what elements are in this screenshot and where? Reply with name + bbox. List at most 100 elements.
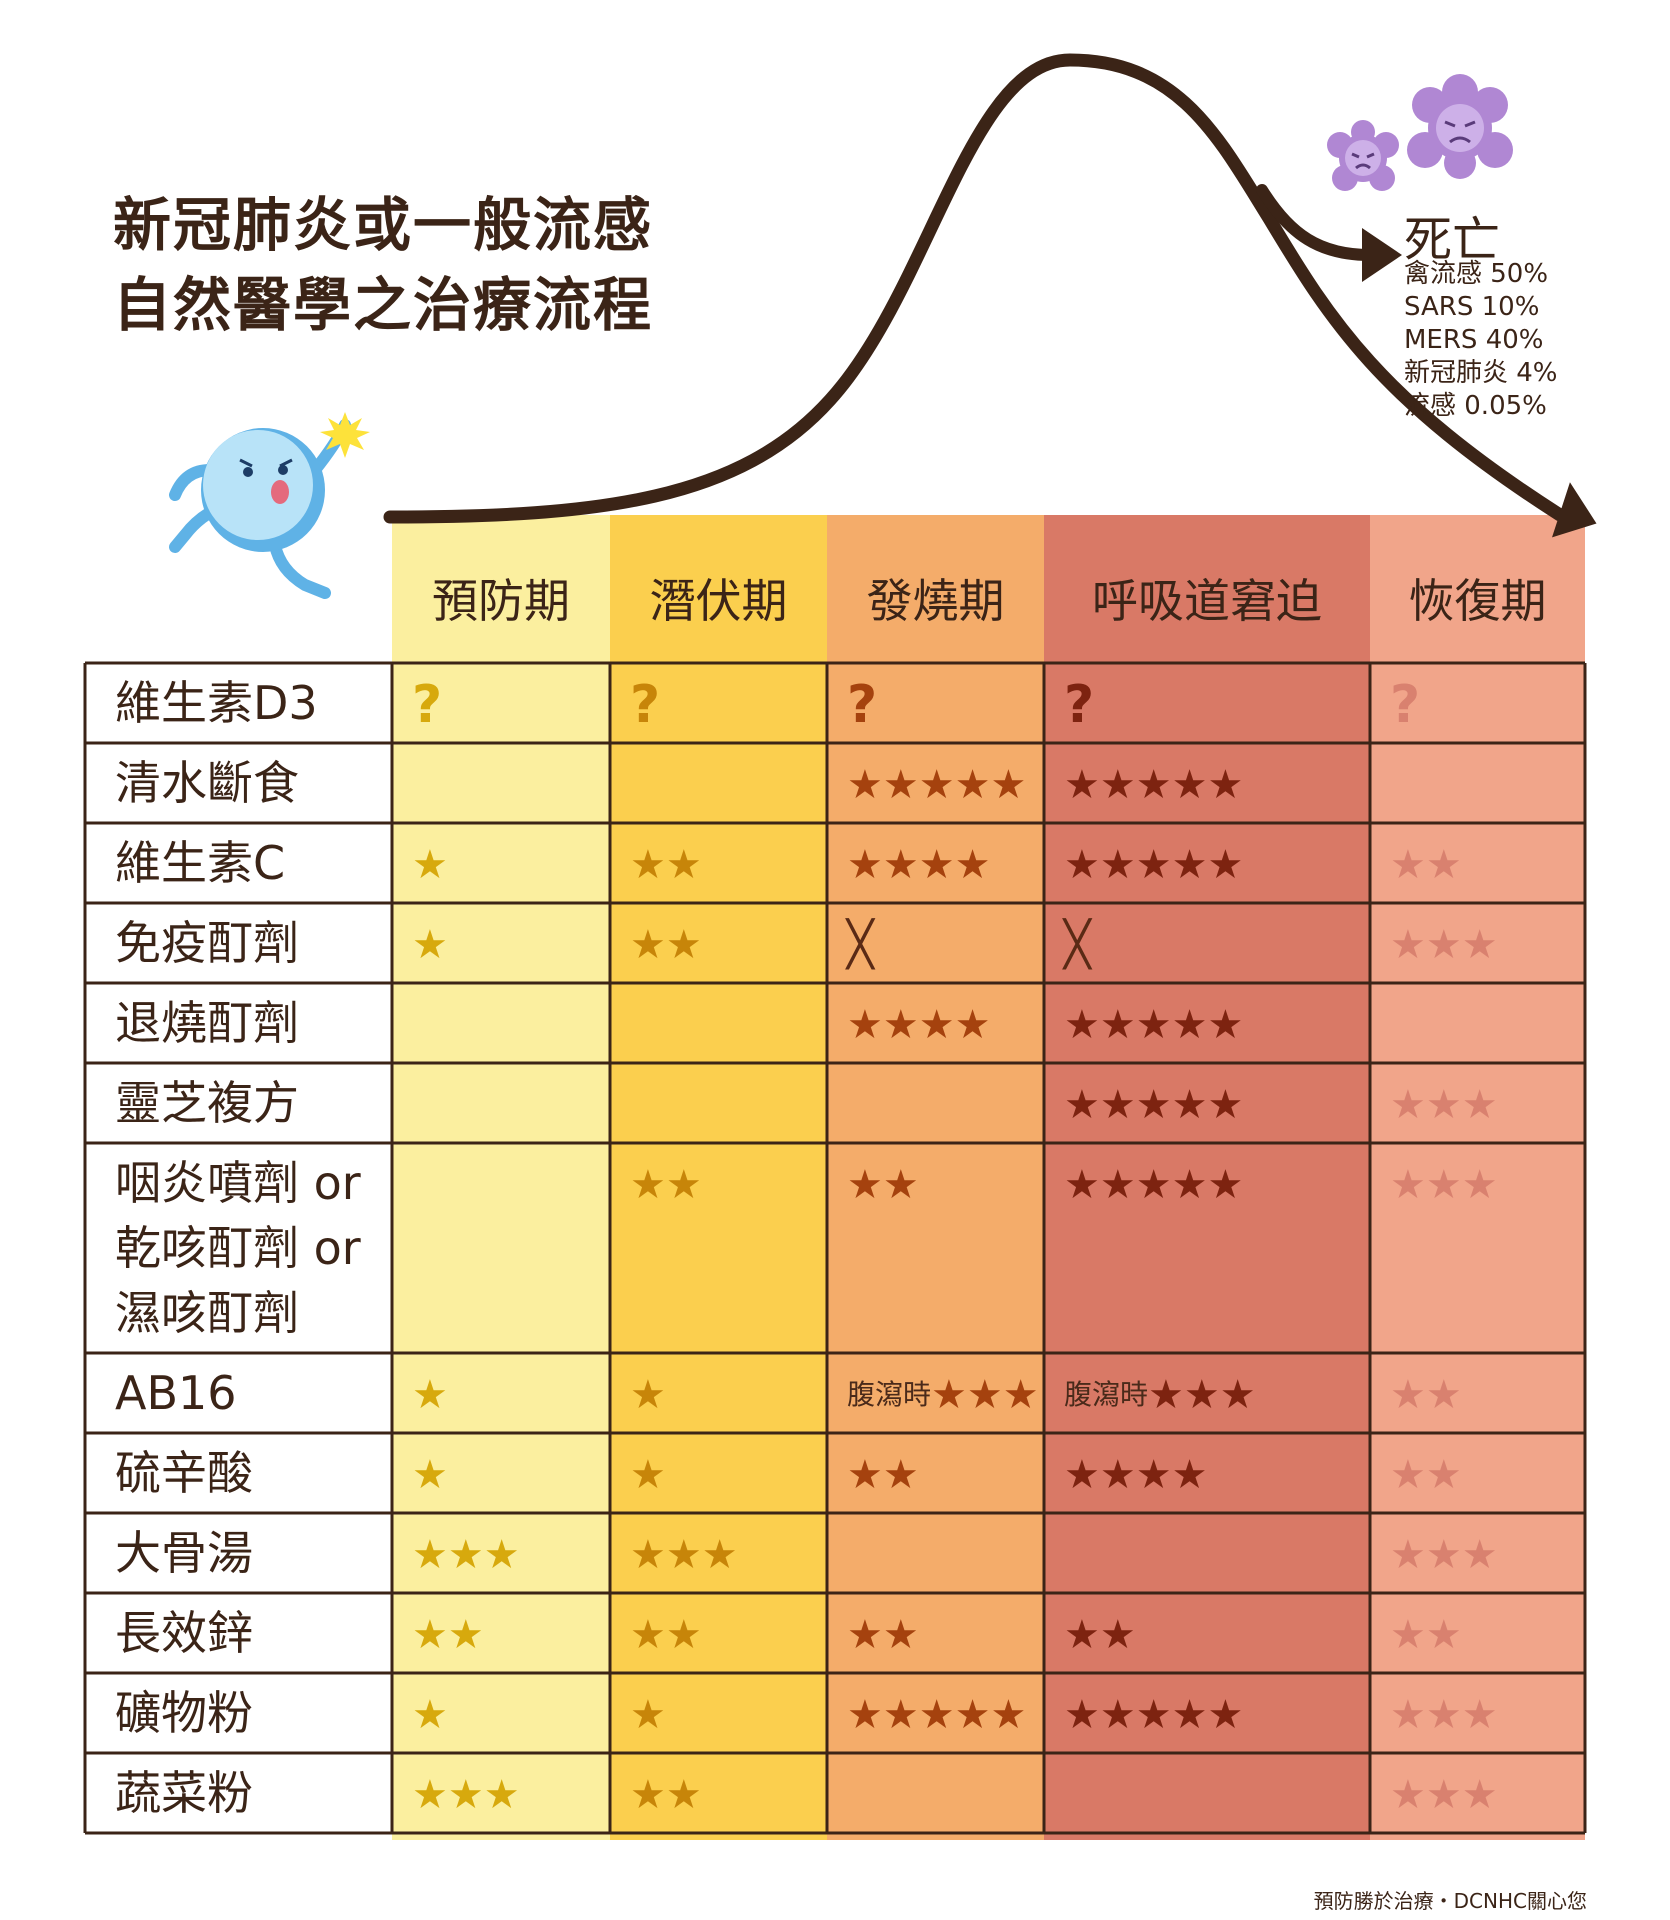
- star-rating: ★★★★: [847, 842, 991, 888]
- rating-cell: ★: [412, 921, 448, 969]
- star-rating: ★: [630, 1692, 666, 1738]
- rating-cell: ★★: [847, 1451, 919, 1499]
- rating-cell: ★★★: [1390, 1531, 1498, 1579]
- star-rating: ★: [412, 842, 448, 888]
- death-branch-arrow: [1256, 184, 1376, 261]
- disease-curve: [383, 53, 1567, 524]
- rating-cell: ★★★: [1390, 921, 1498, 969]
- rating-cell: ★★★: [1390, 1771, 1498, 1819]
- star-rating: ★★: [847, 1452, 919, 1498]
- row-name: 靈芝複方: [115, 1076, 299, 1130]
- question-mark: ?: [1064, 675, 1095, 735]
- virus-icon-small: [1327, 120, 1399, 191]
- rating-cell: ★★★: [1390, 1161, 1498, 1209]
- star-rating: ★★★★★: [1064, 842, 1244, 888]
- rating-cell: ★★★★★: [1064, 761, 1243, 809]
- star-rating: ★★: [630, 1772, 702, 1818]
- star-rating: ★★★★: [1064, 1452, 1208, 1498]
- row-name: 濕咳酊劑: [115, 1286, 299, 1340]
- rating-cell: ★★: [1390, 1611, 1462, 1659]
- rating-cell: ★: [630, 1691, 666, 1739]
- star-rating: ★★★★★: [1064, 1162, 1244, 1208]
- question-mark: ?: [847, 675, 878, 735]
- star-rating: ★★★: [1390, 1532, 1498, 1578]
- phase-label-3: 發燒期: [866, 574, 1005, 628]
- mascot-icon: [169, 412, 370, 599]
- row-name: 礦物粉: [115, 1686, 253, 1740]
- row-name: 維生素D3: [115, 676, 318, 730]
- star-rating: ★★★★★: [1064, 1002, 1244, 1048]
- rating-cell: ★★: [630, 1611, 702, 1659]
- rating-cell: ?: [1064, 679, 1094, 733]
- star-rating: ★★★: [1390, 1692, 1498, 1738]
- star-rating: ★★: [630, 1612, 702, 1658]
- star-rating: ★: [412, 1372, 448, 1418]
- row-name: 長效鋅: [115, 1606, 253, 1660]
- rating-cell: ★★★: [412, 1531, 520, 1579]
- rating-cell: ★★: [1064, 1611, 1136, 1659]
- row-name: 大骨湯: [115, 1526, 253, 1580]
- death-rate-3: MERS 40%: [1404, 325, 1544, 355]
- star-rating: ★★★: [1390, 922, 1498, 968]
- curve-end-arrowhead: [1552, 482, 1597, 538]
- rating-cell: ╳: [1064, 921, 1091, 970]
- stage-column-5: [1370, 515, 1585, 1840]
- star-rating: ★★★★★: [1064, 1692, 1244, 1738]
- death-rate-2: SARS 10%: [1404, 292, 1540, 322]
- rating-cell: ★★: [1390, 1371, 1462, 1419]
- stage-column-1: [392, 515, 610, 1840]
- rating-cell: ?: [630, 679, 660, 733]
- row-name: 清水斷食: [115, 756, 299, 810]
- rating-cell: ★★★: [1390, 1081, 1498, 1129]
- question-mark: ?: [1390, 675, 1421, 735]
- death-arrowhead: [1362, 228, 1402, 282]
- row-name: 維生素C: [115, 836, 286, 890]
- star-rating: ★★: [847, 1162, 919, 1208]
- row-name: 硫辛酸: [115, 1446, 253, 1500]
- stage-column-4: [1044, 515, 1370, 1840]
- spark-icon: [320, 412, 370, 458]
- question-mark: ?: [630, 675, 661, 735]
- row-name: 退燒酊劑: [115, 996, 299, 1050]
- rating-cell: ╳: [847, 921, 874, 970]
- rating-cell: ★: [412, 1371, 448, 1419]
- star-rating: ★★★★★: [847, 1692, 1027, 1738]
- rating-cell: ★★★★: [847, 841, 990, 889]
- star-rating: ★★★★★: [1064, 1082, 1244, 1128]
- question-mark: ?: [412, 675, 443, 735]
- rating-cell: ★★★★★: [847, 761, 1026, 809]
- title-line-2: 自然醫學之治療流程: [113, 271, 654, 339]
- not-recommended-mark: ╳: [1064, 919, 1091, 970]
- cell-note: 腹瀉時: [1064, 1378, 1149, 1411]
- rating-cell: ★★: [630, 841, 702, 889]
- star-rating: ★★★: [931, 1372, 1039, 1418]
- star-rating: ★: [630, 1372, 666, 1418]
- star-rating: ★: [412, 1452, 448, 1498]
- rating-cell: ★★: [847, 1161, 919, 1209]
- star-rating: ★★★: [1390, 1082, 1498, 1128]
- star-rating: ★★★: [1148, 1372, 1256, 1418]
- star-rating: ★★★: [1390, 1162, 1498, 1208]
- rating-cell: ★: [412, 841, 448, 889]
- rating-cell: ★★★★: [847, 1001, 990, 1049]
- rating-cell: ★★★: [630, 1531, 738, 1579]
- star-rating: ★★: [630, 842, 702, 888]
- star-rating: ★★★★: [847, 1002, 991, 1048]
- phase-label-4: 呼吸道窘迫: [1092, 574, 1322, 628]
- star-rating: ★★★: [412, 1532, 520, 1578]
- star-rating: ★★★★★: [847, 762, 1027, 808]
- cell-note: 腹瀉時: [847, 1378, 932, 1411]
- star-rating: ★★: [630, 922, 702, 968]
- rating-cell: ★★: [630, 921, 702, 969]
- star-rating: ★: [412, 922, 448, 968]
- star-rating: ★★★: [1390, 1772, 1498, 1818]
- phase-label-2: 潛伏期: [649, 574, 788, 628]
- star-rating: ★★: [1390, 1372, 1462, 1418]
- rating-cell: 腹瀉時★★★: [1064, 1371, 1256, 1419]
- rating-cell: ★★: [1390, 1451, 1462, 1499]
- rating-cell: ?: [847, 679, 877, 733]
- rating-cell: ★★: [412, 1611, 484, 1659]
- rating-cell: ★★: [630, 1771, 702, 1819]
- rating-cell: ★★★★: [1064, 1451, 1207, 1499]
